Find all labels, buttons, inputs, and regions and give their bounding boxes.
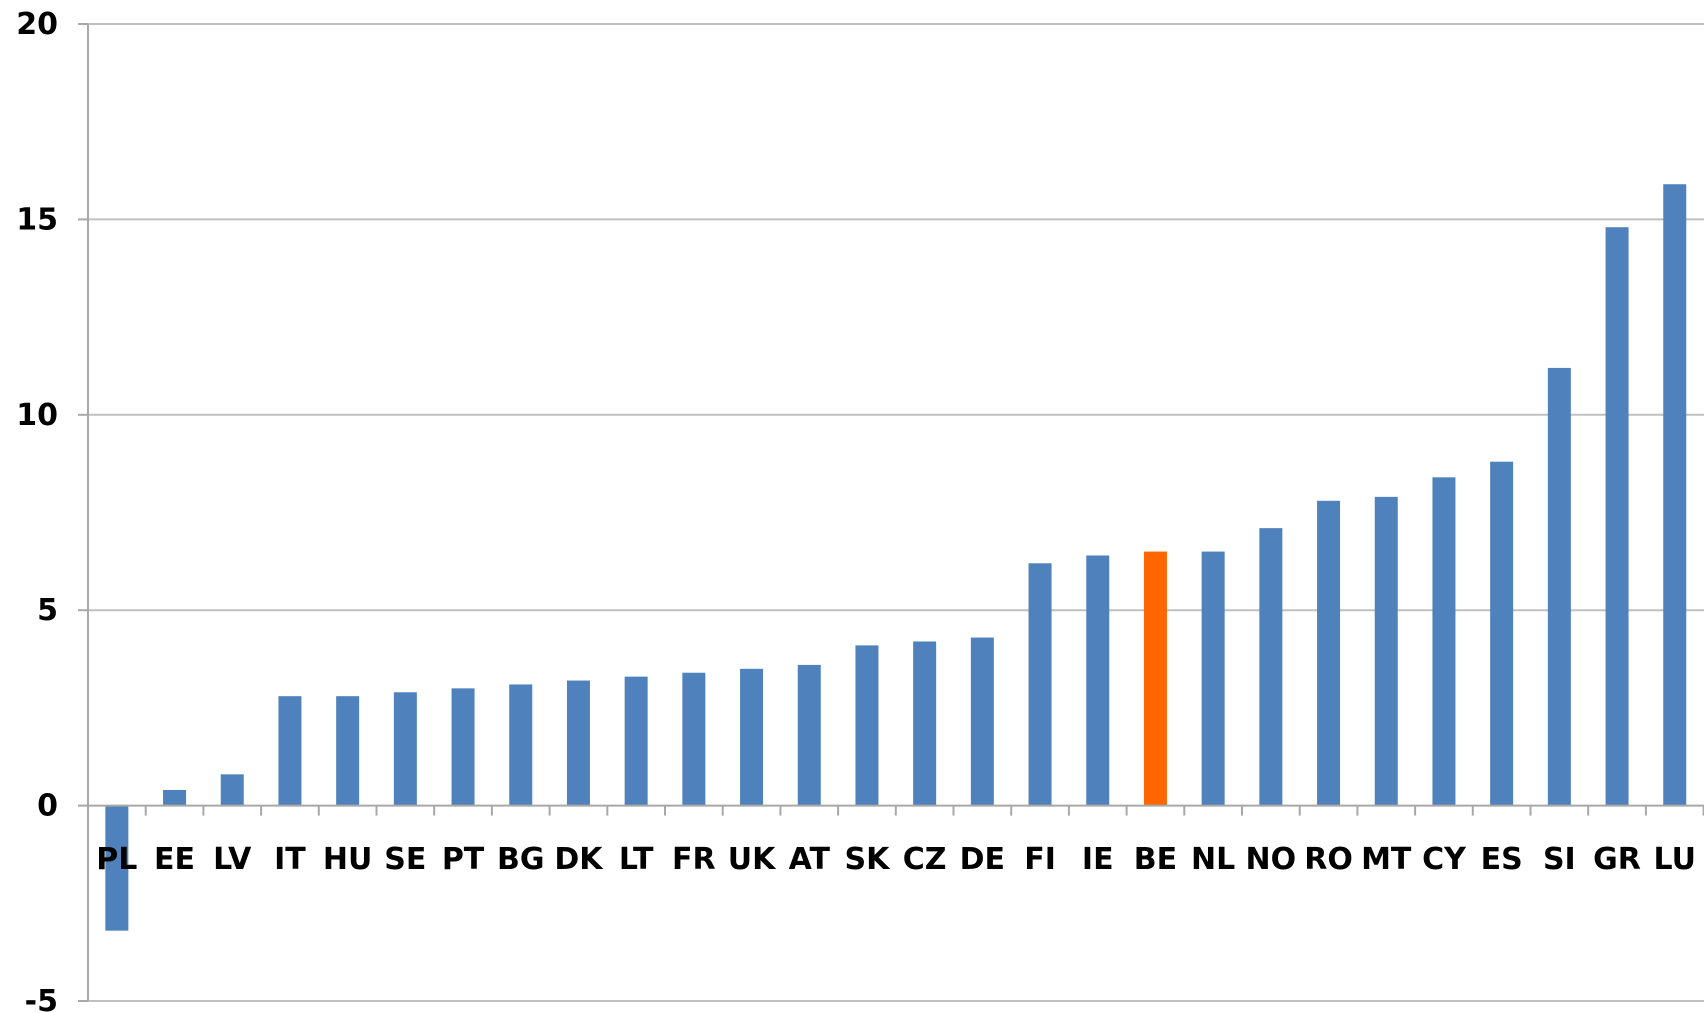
bar-fr [682, 672, 706, 806]
category-label: LT [619, 842, 654, 877]
bar-be [1143, 551, 1167, 806]
bar-hu [336, 696, 360, 806]
bar-nl [1201, 551, 1225, 806]
category-labels: PL EE LV IT HU SE PT BG DK LT FR UK AT SK CZ DE FI IE BE NL… [96, 842, 1696, 877]
category-label: SE [384, 842, 426, 877]
category-label: MT [1361, 842, 1412, 877]
bar-ro [1317, 500, 1341, 806]
bars [105, 184, 1687, 931]
category-label: BE [1134, 842, 1177, 877]
bar-at [797, 664, 821, 806]
category-label: SI [1543, 842, 1576, 877]
category-label: AT [789, 842, 831, 877]
bar-lv [220, 774, 244, 806]
category-label: CY [1422, 842, 1467, 877]
axes [78, 23, 1704, 1002]
y-tick-label: 15 [16, 202, 58, 237]
bar-gr [1605, 227, 1629, 806]
bar-bg [509, 684, 533, 806]
category-label: DE [960, 842, 1005, 877]
category-label: BG [497, 842, 545, 877]
category-label: NO [1246, 842, 1297, 877]
bar-de [970, 637, 994, 806]
bar-pt [451, 688, 475, 806]
category-label: RO [1304, 842, 1353, 877]
category-label: DK [554, 842, 604, 877]
category-label: IT [274, 842, 306, 877]
y-tick-label: 5 [37, 593, 58, 628]
bar-ie [1086, 555, 1110, 806]
bar-it [278, 696, 302, 806]
bar-es [1490, 461, 1514, 806]
bar-lu [1663, 184, 1687, 806]
y-tick-label: -5 [25, 984, 58, 1013]
bar-uk [740, 668, 764, 806]
category-label: GR [1593, 842, 1641, 877]
category-label: CZ [903, 842, 947, 877]
bar-se [393, 692, 417, 806]
category-label: LU [1654, 842, 1696, 877]
y-axis-tick-labels: -5 0 5 10 15 20 [16, 7, 58, 1013]
bar-no [1259, 528, 1283, 806]
category-label: LV [213, 842, 252, 877]
category-label: IE [1082, 842, 1114, 877]
bar-sk [855, 645, 879, 806]
bar-lt [624, 676, 648, 806]
bar-cz [913, 641, 937, 806]
bar-cy [1432, 477, 1456, 806]
y-tick-label: 0 [37, 789, 58, 824]
bar-mt [1374, 496, 1398, 806]
category-label: SK [845, 842, 892, 877]
category-label: PT [442, 842, 485, 877]
category-label: FI [1024, 842, 1056, 877]
bar-si [1547, 367, 1571, 806]
bar-pl [105, 805, 129, 931]
category-label: FR [672, 842, 716, 877]
category-label: PL [96, 842, 137, 877]
bar-ee [163, 789, 187, 806]
category-label: UK [728, 842, 777, 877]
y-tick-label: 20 [16, 7, 58, 42]
category-label: NL [1191, 842, 1235, 877]
category-label: EE [154, 842, 195, 877]
bar-dk [566, 680, 590, 806]
category-label: ES [1481, 842, 1523, 877]
y-tick-label: 10 [16, 398, 58, 433]
category-label: HU [323, 842, 372, 877]
bar-fi [1028, 563, 1052, 806]
